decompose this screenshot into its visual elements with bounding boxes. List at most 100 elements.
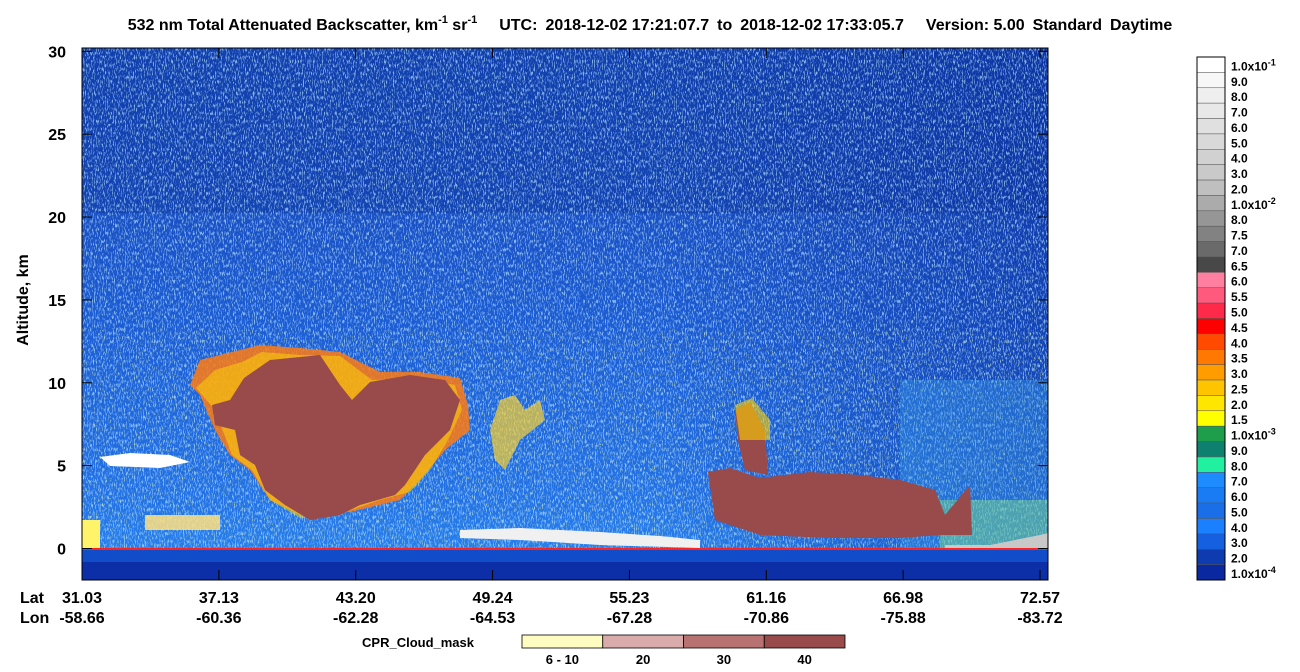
- colorbar-label-text: 3.0: [1231, 367, 1248, 381]
- colorbar-label: 1.5: [1231, 413, 1248, 427]
- surface-line: [82, 548, 1048, 550]
- colorbar-label: 7.0: [1231, 106, 1248, 120]
- colorbar-label: 6.0: [1231, 490, 1248, 504]
- colorbar-swatch: [1196, 395, 1226, 412]
- colorbar-label-text: 1.0x10: [1231, 567, 1268, 581]
- colorbar-swatch: [1196, 564, 1226, 581]
- colorbar-swatch: [1196, 302, 1226, 319]
- colorbar-swatch: [1196, 518, 1226, 535]
- colorbar-label-text: 3.0: [1231, 536, 1248, 550]
- colorbar-label: 7.5: [1231, 229, 1248, 243]
- cloud: [82, 520, 100, 548]
- y-axis-label: Altitude, km: [15, 254, 32, 346]
- colorbar-label: 4.5: [1231, 321, 1248, 335]
- colorbar-label: 2.0: [1231, 552, 1248, 566]
- y-tick-label: 10: [48, 376, 66, 393]
- title-text: Version: 5.00: [926, 17, 1025, 34]
- cloud: [145, 515, 220, 530]
- colorbar-swatch: [1196, 349, 1226, 365]
- colorbar-label-text: 9.0: [1231, 444, 1248, 458]
- y-tick-label: 20: [48, 210, 66, 227]
- colorbar-label-text: 4.0: [1231, 521, 1248, 535]
- colorbar-label: 7.0: [1231, 244, 1248, 258]
- colorbar-label: 6.5: [1231, 259, 1248, 273]
- colorbar-swatch: [1196, 533, 1226, 550]
- chart-title: 532 nm Total Attenuated Backscatter, km-…: [128, 14, 1173, 34]
- colorbar-label: 6.0: [1231, 275, 1248, 289]
- colorbar-swatch: [1196, 149, 1226, 165]
- lat-title: Lat: [20, 590, 45, 607]
- y-tick-label: 30: [48, 44, 66, 61]
- colorbar-swatch: [1196, 456, 1226, 473]
- lat-label: 72.57: [1020, 590, 1060, 607]
- lat-label: 37.13: [199, 590, 239, 607]
- colorbar-label: 8.0: [1231, 90, 1248, 104]
- y-tick-label: 0: [57, 542, 66, 559]
- lon-label: -70.86: [744, 610, 789, 627]
- colorbar-swatch: [1196, 118, 1226, 135]
- colorbar-label-text: 4.0: [1231, 336, 1248, 350]
- colorbar-label-text: 3.0: [1231, 167, 1248, 181]
- plot-frame: [81, 47, 1049, 581]
- lon-label: -75.88: [880, 610, 925, 627]
- colorbar-label-text: 1.0x10: [1231, 59, 1268, 73]
- colorbar-label-text: 7.5: [1231, 229, 1248, 243]
- lat-label: 43.20: [336, 590, 376, 607]
- title-text: sr: [448, 17, 468, 34]
- colorbar-label-text: 8.0: [1231, 213, 1248, 227]
- title-text: to: [717, 17, 732, 34]
- colorbar-swatch: [1196, 425, 1226, 442]
- colorbar-label-text: 3.5: [1231, 352, 1248, 366]
- cloud: [100, 453, 190, 468]
- colorbar-label-text: 7.0: [1231, 244, 1248, 258]
- colorbar-label-text: 5.0: [1231, 136, 1248, 150]
- lon-title: Lon: [20, 610, 49, 627]
- colorbar-label: 2.0: [1231, 182, 1248, 196]
- colorbar-label-exp: -4: [1268, 565, 1276, 575]
- colorbar-label: 1.0x10-3: [1231, 427, 1276, 443]
- title-exp: -1: [467, 14, 477, 26]
- lon-label: -83.72: [1017, 610, 1062, 627]
- colorbar-label-text: 1.5: [1231, 413, 1248, 427]
- colorbar-label: 3.0: [1231, 536, 1248, 550]
- colorbar-swatch: [1196, 56, 1226, 73]
- title-text: 2018-12-02 17:21:07.7: [545, 17, 709, 34]
- colorbar-swatch: [1196, 256, 1226, 273]
- cpr-label: 30: [717, 652, 731, 667]
- y-tick-label: 5: [57, 459, 66, 476]
- colorbar-label: 1.0x10-4: [1231, 565, 1276, 581]
- surface-return: [460, 528, 700, 548]
- colorbar-swatch: [1196, 318, 1226, 335]
- colorbar-label-text: 1.0x10: [1231, 198, 1268, 212]
- colorbar-label-text: 7.0: [1231, 106, 1248, 120]
- colorbar-frame: [1196, 56, 1226, 581]
- colorbar-label-text: 2.0: [1231, 182, 1248, 196]
- colorbar-swatch: [1196, 379, 1226, 396]
- cpr-swatch: [602, 634, 684, 649]
- lon-label: -60.36: [196, 610, 241, 627]
- colorbar-label-text: 9.0: [1231, 75, 1248, 89]
- colorbar-label: 8.0: [1231, 213, 1248, 227]
- title-text: 2018-12-02 17:33:05.7: [740, 17, 904, 34]
- cpr-title: CPR_Cloud_mask: [362, 635, 475, 650]
- colorbar-label-text: 7.0: [1231, 475, 1248, 489]
- colorbar-label: 5.5: [1231, 290, 1248, 304]
- colorbar-label-text: 4.0: [1231, 152, 1248, 166]
- colorbar-label-text: 4.5: [1231, 321, 1248, 335]
- colorbar-label-text: 2.0: [1231, 398, 1248, 412]
- colorbar-swatch: [1196, 364, 1226, 381]
- colorbar-swatch: [1196, 225, 1226, 242]
- colorbar-swatch: [1196, 502, 1226, 519]
- subsurface: [82, 550, 1048, 562]
- lon-label: -58.66: [59, 610, 104, 627]
- colorbar-label-text: 5.0: [1231, 306, 1248, 320]
- colorbar-label: 7.0: [1231, 475, 1248, 489]
- colorbar-swatch: [1196, 410, 1226, 427]
- colorbar-swatch: [1196, 333, 1226, 350]
- colorbar-label: 1.0x10-1: [1231, 57, 1276, 73]
- colorbar-label-text: 2.5: [1231, 382, 1248, 396]
- lat-label: 31.03: [62, 590, 102, 607]
- colorbar-label: 9.0: [1231, 75, 1248, 89]
